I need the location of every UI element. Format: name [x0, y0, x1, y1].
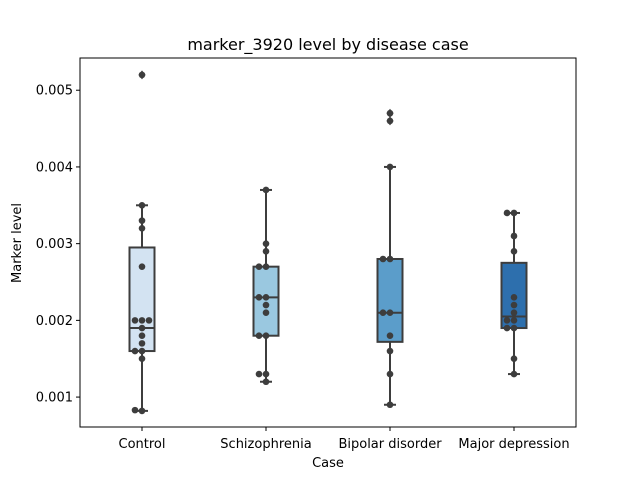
data-point [138, 201, 146, 209]
data-point [262, 186, 270, 194]
data-point [262, 378, 270, 386]
y-tick-label: 0.003 [36, 237, 73, 252]
y-axis-label: Marker level [10, 203, 25, 283]
data-point [145, 317, 153, 324]
data-point [138, 217, 146, 224]
data-point [503, 317, 511, 324]
axes-frame [79, 57, 577, 428]
data-point [510, 317, 518, 324]
data-point [138, 347, 146, 355]
data-point [262, 263, 270, 270]
chart-title: marker_3920 level by disease case [187, 35, 468, 55]
data-point [138, 324, 146, 332]
data-point [510, 324, 518, 332]
data-point [138, 407, 146, 415]
data-point [503, 209, 511, 217]
data-point [255, 332, 263, 340]
y-tick-label: 0.004 [36, 160, 73, 175]
data-point [131, 317, 139, 324]
data-point [138, 332, 146, 340]
data-point [138, 317, 146, 324]
data-point [262, 248, 270, 255]
data-point [510, 301, 518, 309]
data-point [255, 370, 263, 378]
x-tick-label: Control [119, 437, 166, 452]
data-point [138, 225, 146, 232]
data-point [255, 263, 263, 270]
data-point [379, 255, 387, 263]
y-tick-label: 0.002 [36, 314, 73, 329]
x-tick-label: Bipolar disorder [338, 437, 442, 452]
data-point [131, 347, 139, 355]
plot-area: 0.001 0.002 0.003 0.004 0.005 Control Schizoph… [36, 57, 577, 452]
data-point [379, 309, 387, 316]
y-tick-label: 0.001 [36, 391, 73, 406]
data-point [262, 294, 270, 301]
data-point [262, 332, 270, 340]
data-point [386, 309, 394, 316]
data-point [510, 309, 518, 316]
data-point [503, 324, 511, 332]
data-point [262, 301, 270, 309]
box-schizophrenia [252, 265, 280, 337]
data-point [138, 263, 146, 270]
data-point [262, 370, 270, 378]
data-point [510, 232, 518, 240]
data-point [262, 240, 270, 247]
data-point [138, 355, 146, 363]
data-point [386, 117, 394, 125]
x-axis-label: Case [312, 456, 344, 471]
y-tick-label: 0.005 [36, 84, 73, 99]
data-point [386, 347, 394, 355]
data-point [138, 71, 146, 79]
data-point [138, 340, 146, 347]
data-point [386, 255, 394, 263]
data-point [255, 294, 263, 301]
x-tick-label: Major depression [458, 437, 569, 452]
data-point [386, 401, 394, 409]
data-point [510, 209, 518, 217]
data-point [510, 248, 518, 255]
box-bipolar-disorder [376, 257, 404, 343]
data-point [262, 309, 270, 316]
data-point [386, 109, 394, 117]
data-point [131, 406, 139, 414]
data-point [386, 332, 394, 340]
data-point [510, 294, 518, 301]
data-point [386, 163, 394, 171]
data-point [510, 370, 518, 378]
x-tick-label: Schizophrenia [220, 437, 311, 452]
data-point [386, 370, 394, 378]
data-point [510, 355, 518, 363]
